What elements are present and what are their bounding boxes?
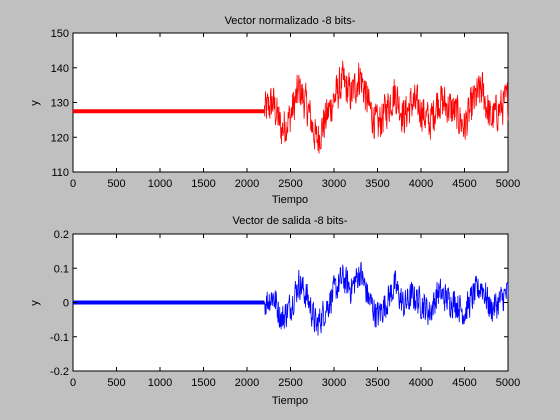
y-axis-label: y — [29, 300, 41, 306]
y-tick-label: 0 — [63, 298, 69, 310]
x-axis-label: Tiempo — [272, 395, 308, 407]
x-tick-label: 5000 — [496, 377, 520, 389]
series-line — [264, 60, 509, 154]
x-ticks: 0 500 1000 1500 2000 2500 3000 3500 4000 4500 5000 — [70, 33, 520, 190]
plot-area — [72, 32, 509, 173]
x-tick-label: 4000 — [409, 377, 433, 389]
x-tick-label: 2000 — [235, 178, 259, 190]
x-tick-label: 4500 — [452, 377, 476, 389]
data-layer — [73, 60, 509, 154]
x-tick-label: 4000 — [409, 178, 433, 190]
subplot-top: Vector normalizado -8 bits- 0 500 1000 1500… — [29, 15, 520, 206]
y-ticks: 110 120 130 140 150 — [51, 28, 508, 179]
x-tick-label: 500 — [107, 178, 125, 190]
subplot-bottom: Vector de salida -8 bits- 0 500 1000 1500 20… — [29, 215, 520, 407]
x-tick-label: 1000 — [148, 178, 172, 190]
x-tick-label: 3000 — [322, 178, 346, 190]
y-tick-label: 140 — [51, 63, 69, 75]
y-tick-label: -0.1 — [50, 332, 69, 344]
x-tick-label: 0 — [70, 377, 76, 389]
y-tick-label: 110 — [51, 167, 69, 179]
y-tick-label: -0.2 — [50, 366, 69, 378]
chart-title: Vector normalizado -8 bits- — [225, 15, 356, 27]
y-tick-label: 150 — [51, 28, 69, 40]
x-tick-label: 0 — [70, 178, 76, 190]
x-tick-label: 1500 — [191, 178, 215, 190]
x-tick-label: 3000 — [322, 377, 346, 389]
y-tick-label: 130 — [51, 98, 69, 110]
chart-title: Vector de salida -8 bits- — [233, 215, 348, 227]
x-tick-label: 2500 — [278, 377, 302, 389]
x-tick-label: 3500 — [365, 178, 389, 190]
x-tick-label: 2000 — [235, 377, 259, 389]
x-tick-label: 1500 — [191, 377, 215, 389]
x-axis-label: Tiempo — [272, 194, 308, 206]
x-tick-label: 3500 — [365, 377, 389, 389]
x-tick-label: 1000 — [148, 377, 172, 389]
series-line — [264, 261, 509, 336]
x-ticks: 0 500 1000 1500 2000 2500 3000 3500 4000 4500 5000 — [70, 234, 520, 389]
x-tick-label: 2500 — [278, 178, 302, 190]
x-tick-label: 5000 — [496, 178, 520, 190]
y-axis-label: y — [29, 100, 41, 106]
y-tick-label: 0.1 — [54, 263, 69, 275]
y-tick-label: 120 — [51, 132, 69, 144]
y-tick-label: 0.2 — [54, 229, 69, 241]
x-tick-label: 500 — [107, 377, 125, 389]
x-tick-label: 4500 — [452, 178, 476, 190]
data-layer — [73, 261, 509, 336]
y-ticks: -0.2 -0.1 0 0.1 0.2 — [50, 229, 508, 378]
